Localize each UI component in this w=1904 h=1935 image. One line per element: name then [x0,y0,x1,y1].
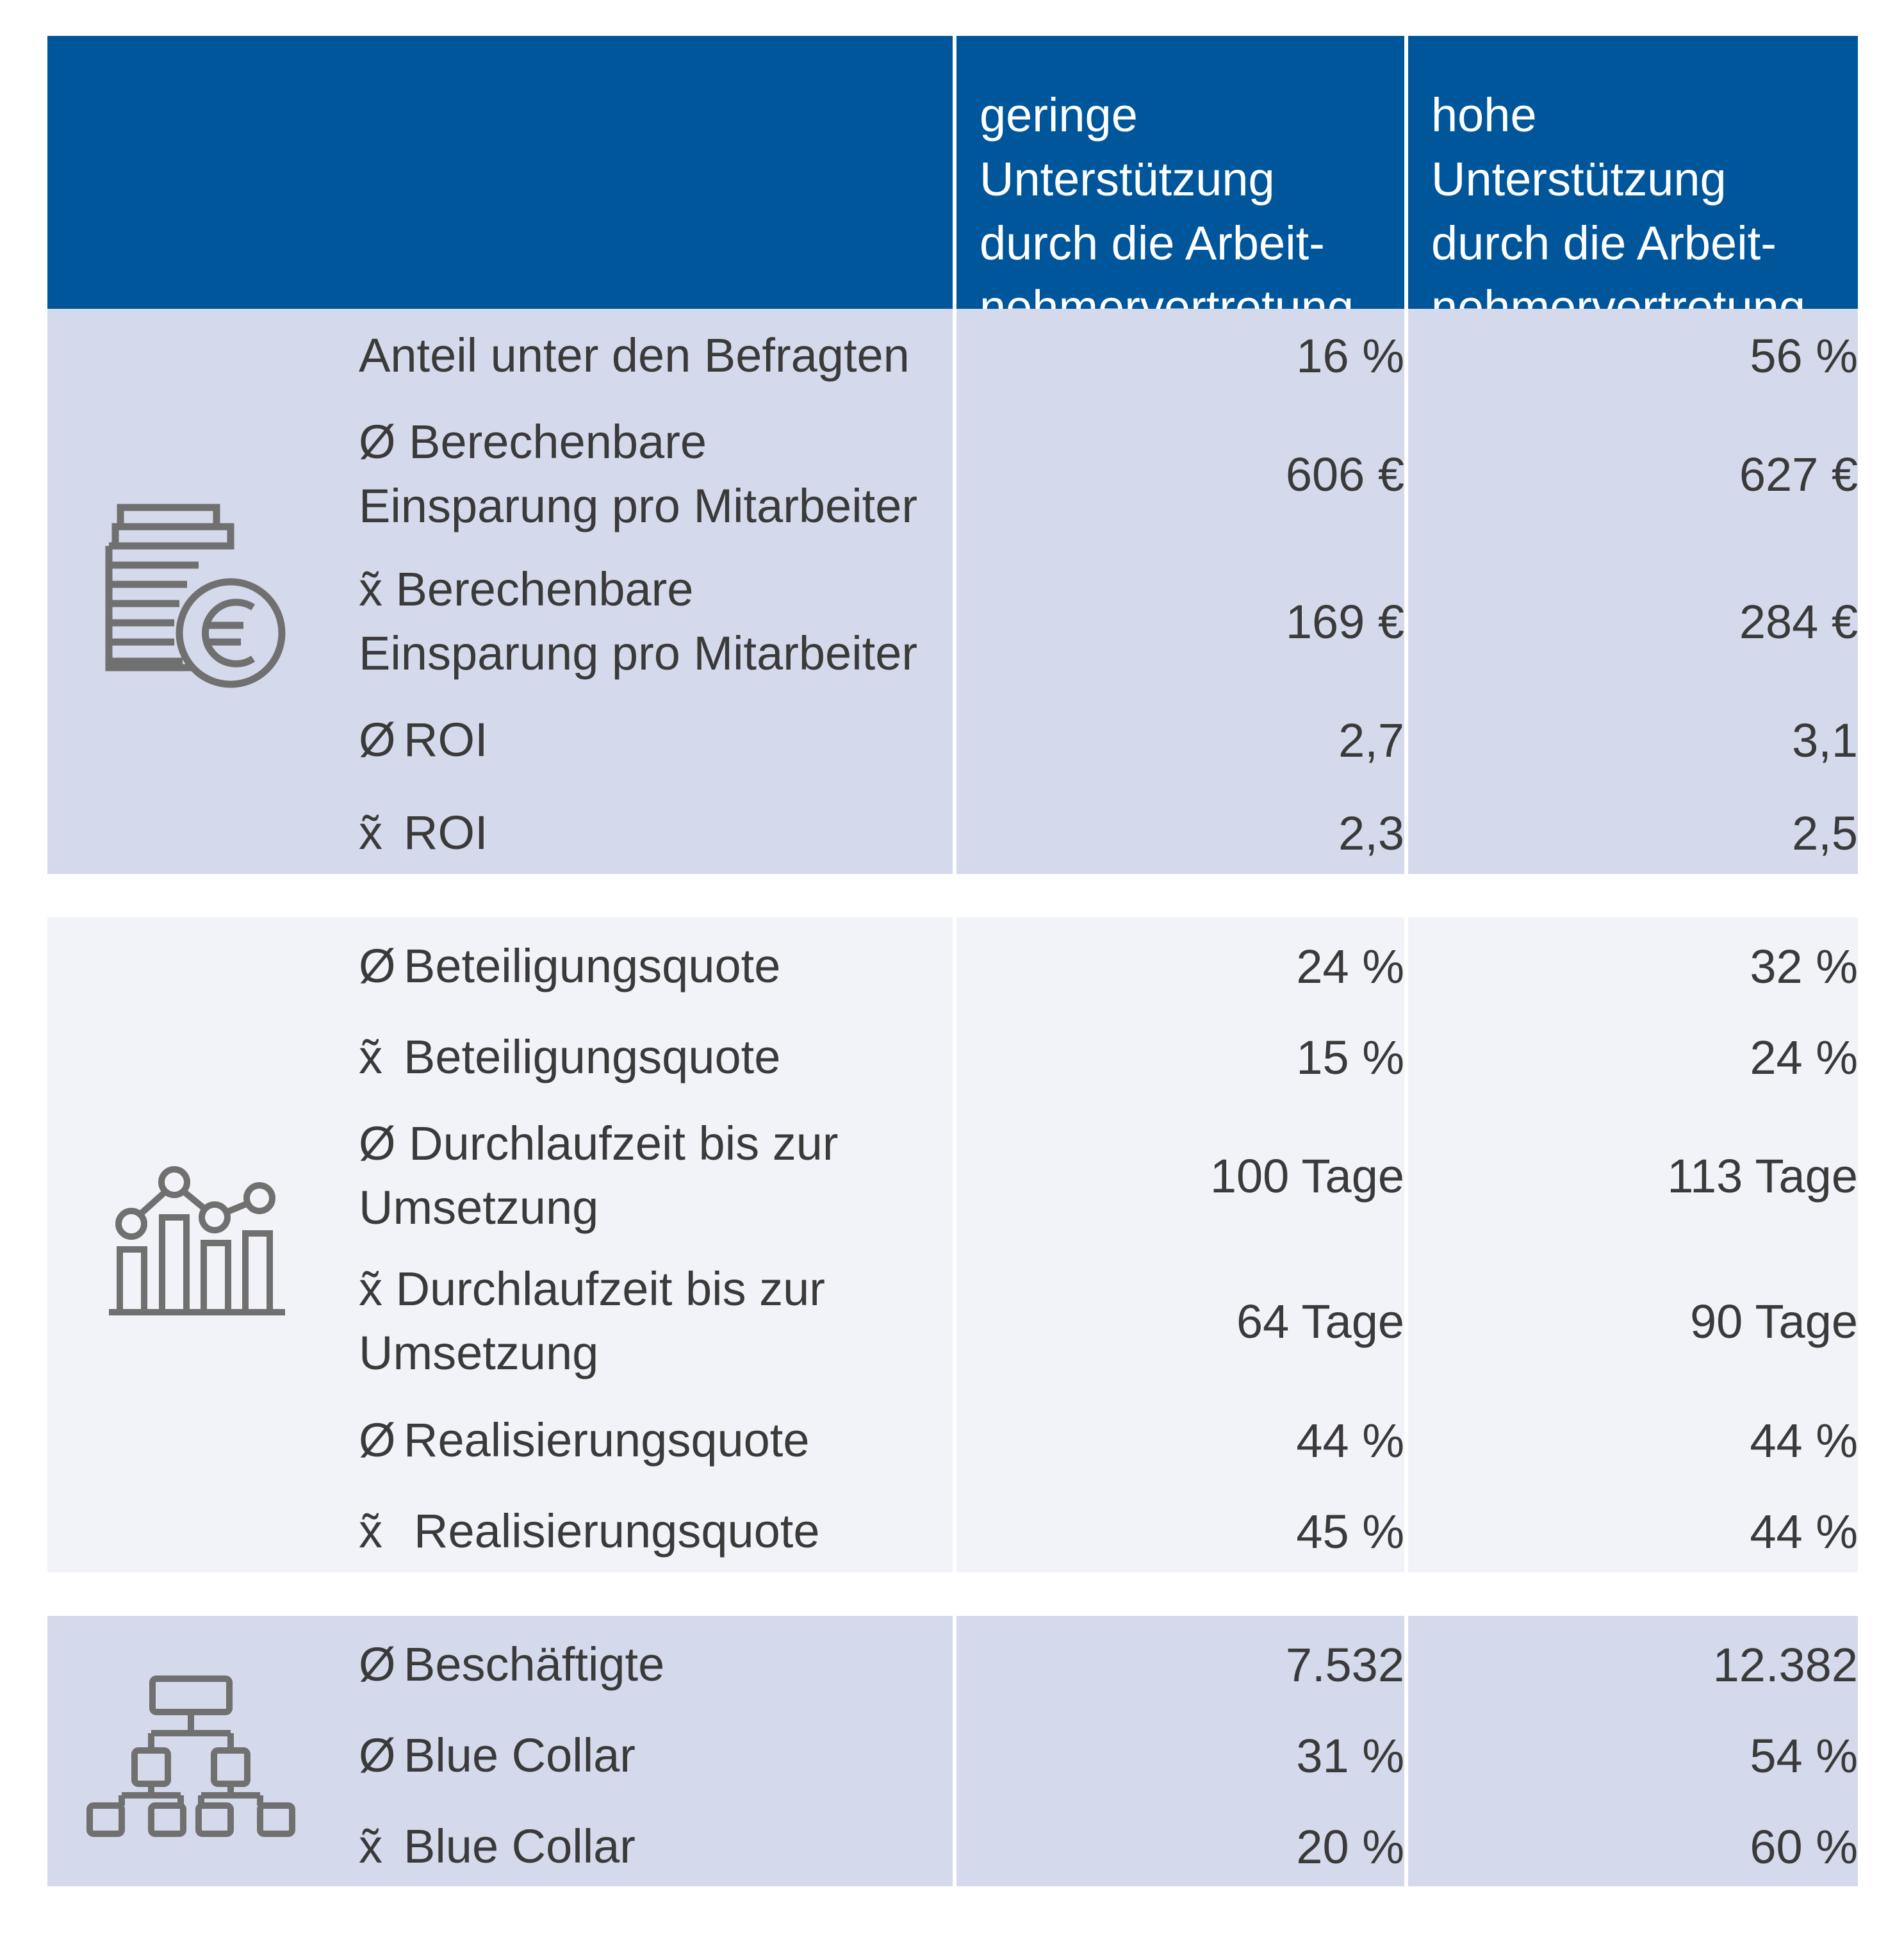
row-value-high: 44 % [1750,1413,1858,1467]
row-label-text: Beschäftigte [404,1638,665,1691]
row-value-low: 44 % [1296,1413,1404,1467]
row-label-text: Durchlaufzeit bis zur Umsetzung [359,1262,825,1379]
row-label: Ø Blue Collar [359,1724,948,1788]
row-label: x̃ ROI [359,801,948,865]
row-value-low: 64 Tage [1236,1294,1404,1348]
row-value-low: 24 % [1296,939,1404,993]
row-value-high: 284 € [1739,595,1858,648]
row-value-high: 44 % [1750,1504,1858,1558]
row-value-low: 7.532 [1285,1638,1404,1692]
row-label: Ø ROI [359,708,948,772]
row-value-high: 56 % [1750,329,1858,383]
mean-symbol: Ø [359,939,396,992]
row-value-low: 2,3 [1338,806,1404,860]
mean-symbol: Ø [359,415,396,468]
mean-symbol: Ø [359,1413,396,1467]
row-value-high: 3,1 [1792,713,1858,767]
group-2-col2-cell [1408,918,1858,1572]
median-symbol: x̃ [359,1820,382,1873]
row-label-text: ROI [404,713,488,766]
row-label-text: Beteiligungsquote [404,1030,781,1083]
row-label-text: Realisierungsquote [404,1413,810,1467]
row-label-text: Beteiligungsquote [404,939,781,992]
mean-symbol: Ø [359,1729,396,1782]
group-3-col1-cell [956,1616,1404,1886]
row-value-high: 2,5 [1792,806,1858,860]
row-label: Ø Beteiligungsquote [359,934,948,998]
median-symbol: x̃ [359,1262,382,1315]
coins-euro-icon [105,504,286,688]
org-chart-icon [86,1676,295,1837]
mean-symbol: Ø [359,713,396,766]
row-value-low: 16 % [1296,329,1404,383]
median-symbol: x̃ [359,1504,382,1558]
row-label-text: Durchlaufzeit bis zur Umsetzung [359,1117,839,1234]
row-value-low: 606 € [1285,447,1404,501]
row-label-text: ROI [404,806,488,859]
header-blank-cell [47,36,953,309]
row-value-low: 15 % [1296,1030,1404,1084]
row-value-low: 2,7 [1338,713,1404,767]
row-label: Anteil unter den Befragten [359,324,948,388]
row-label: Ø Beschäftigte [359,1633,948,1697]
mean-symbol: Ø [359,1638,396,1691]
row-value-low: 20 % [1296,1820,1404,1873]
row-label: x̃ Blue Collar [359,1815,948,1879]
row-label: x̃ Durchlaufzeit bis zur Umsetzung [359,1257,948,1385]
bar-line-chart-icon [109,1166,285,1315]
row-value-low: 31 % [1296,1729,1404,1783]
column-header-high-support: hohe Unterstützung durch die Arbeit- neh… [1408,36,1858,334]
row-label-text: Blue Collar [404,1729,636,1782]
median-symbol: x̃ [359,806,382,859]
row-value-high: 60 % [1750,1820,1858,1873]
row-value-high: 627 € [1739,447,1858,501]
mean-symbol: Ø [359,1117,396,1170]
median-symbol: x̃ [359,563,382,616]
row-label: x̃ Beteiligungsquote [359,1025,948,1089]
row-label: Ø Durchlaufzeit bis zur Umsetzung [359,1112,948,1240]
group-2-label-cell [47,918,953,1572]
row-value-low: 169 € [1285,595,1404,648]
row-label-text: Blue Collar [404,1820,636,1873]
row-label-text: Realisierungsquote [414,1504,820,1558]
group-3-col2-cell [1408,1616,1858,1886]
row-label: x̃ Realisierungsquote [359,1499,948,1563]
group-3-label-cell [47,1616,953,1886]
row-value-high: 24 % [1750,1030,1858,1084]
row-label: Ø Realisierungsquote [359,1408,948,1472]
row-label: x̃ Berechenbare Einsparung pro Mitarbeit… [359,557,948,686]
group-1-col1-cell [956,309,1404,874]
row-label-text: Berechenbare Einsparung pro Mitarbeiter [359,563,917,680]
row-value-high: 32 % [1750,939,1858,993]
row-value-high: 90 Tage [1690,1294,1858,1348]
median-symbol: x̃ [359,1030,382,1083]
row-label-text: Berechenbare Einsparung pro Mitarbeiter [359,415,917,532]
row-value-high: 113 Tage [1667,1149,1858,1203]
row-value-high: 12.382 [1712,1638,1858,1692]
row-value-low: 100 Tage [1210,1149,1404,1203]
row-value-high: 54 % [1750,1729,1858,1783]
row-label-text: Anteil unter den Befragten [359,329,910,382]
group-1-col2-cell [1408,309,1858,874]
row-value-low: 45 % [1296,1504,1404,1558]
group-2-col1-cell [956,918,1404,1572]
column-header-low-support: geringe Unterstützung durch die Arbeit- … [956,36,1404,334]
row-label: Ø Berechenbare Einsparung pro Mitarbeite… [359,410,948,538]
